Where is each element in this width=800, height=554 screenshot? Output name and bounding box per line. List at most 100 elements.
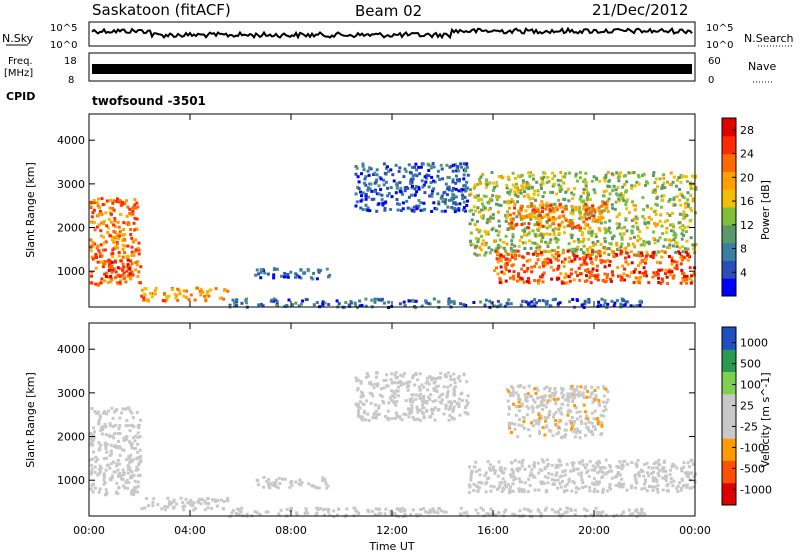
data-cell xyxy=(634,215,638,219)
data-cell xyxy=(586,194,590,198)
data-cell xyxy=(105,450,109,454)
data-cell xyxy=(604,408,608,412)
data-cell xyxy=(608,219,612,223)
data-cell xyxy=(128,429,132,433)
data-cell xyxy=(512,277,516,281)
data-cell xyxy=(559,272,563,276)
data-cell xyxy=(535,405,539,409)
data-cell xyxy=(128,461,132,465)
data-cell xyxy=(669,468,673,472)
data-cell xyxy=(601,409,605,413)
data-cell xyxy=(109,276,113,280)
data-cell xyxy=(685,180,689,183)
data-cell xyxy=(163,505,167,509)
data-cell xyxy=(543,171,547,175)
data-cell xyxy=(235,298,239,302)
data-cell xyxy=(609,465,612,469)
data-cell xyxy=(383,207,387,210)
data-cell xyxy=(488,251,492,255)
data-cell xyxy=(500,176,504,180)
data-cell xyxy=(532,177,535,181)
data-cell xyxy=(536,461,540,465)
data-cell xyxy=(591,464,595,468)
data-cell xyxy=(130,250,134,254)
data-cell xyxy=(477,230,481,234)
data-cell xyxy=(384,180,388,184)
colorbar-tick-label: 16 xyxy=(740,195,754,208)
data-cell xyxy=(403,508,407,512)
data-cell xyxy=(370,392,374,396)
data-cell xyxy=(458,512,462,516)
data-cell xyxy=(432,388,436,392)
data-cell xyxy=(386,194,390,198)
data-cell xyxy=(588,226,592,230)
data-cell xyxy=(593,487,597,491)
data-cell xyxy=(421,403,425,407)
data-cell xyxy=(379,188,383,192)
data-cell xyxy=(570,461,574,465)
data-cell xyxy=(619,171,623,175)
data-cell xyxy=(539,203,542,207)
data-cell xyxy=(403,304,407,308)
data-cell xyxy=(116,220,120,224)
data-cell xyxy=(354,304,358,308)
data-cell xyxy=(574,428,578,432)
data-cell xyxy=(373,181,377,185)
data-cell xyxy=(533,488,537,492)
data-cell xyxy=(300,302,303,306)
data-cell xyxy=(389,168,393,172)
data-cell xyxy=(382,378,386,382)
data-cell xyxy=(544,300,548,304)
data-cell xyxy=(540,468,544,472)
data-cell xyxy=(594,394,598,397)
data-cell xyxy=(549,203,553,207)
data-cell xyxy=(427,301,431,305)
data-cell xyxy=(592,244,596,248)
data-cell xyxy=(598,303,602,307)
data-cell xyxy=(577,472,581,476)
data-cell xyxy=(660,249,664,253)
data-cell xyxy=(578,210,582,214)
data-cell xyxy=(433,376,437,380)
data-cell xyxy=(375,413,379,417)
data-cell xyxy=(639,261,642,265)
data-cell xyxy=(582,191,586,195)
data-cell xyxy=(104,433,108,437)
data-cell xyxy=(323,507,327,511)
x-tick-label: 08:00 xyxy=(275,524,307,537)
data-cell xyxy=(679,256,683,260)
data-cell xyxy=(235,303,238,307)
data-cell xyxy=(691,243,695,247)
data-cell xyxy=(680,478,684,482)
data-cell xyxy=(562,265,566,268)
data-cell xyxy=(527,215,531,219)
data-cell xyxy=(447,188,451,192)
data-cell xyxy=(473,252,477,256)
data-cell xyxy=(332,515,336,519)
data-cell xyxy=(638,270,642,274)
data-cell xyxy=(679,488,683,492)
data-cell xyxy=(557,198,561,202)
data-cell xyxy=(603,237,607,241)
data-cell xyxy=(297,482,301,486)
data-cell xyxy=(682,255,686,259)
data-cell xyxy=(175,502,178,506)
data-cell xyxy=(608,469,612,473)
data-cell xyxy=(503,480,507,484)
data-cell xyxy=(491,181,495,185)
data-cell xyxy=(651,190,655,194)
data-cell xyxy=(499,265,503,269)
data-cell xyxy=(401,374,405,378)
data-cell xyxy=(539,395,542,399)
y-tick-label: 4000 xyxy=(57,134,85,147)
data-cell xyxy=(457,179,461,183)
data-cell xyxy=(625,274,629,277)
data-cell xyxy=(206,506,210,510)
data-cell xyxy=(553,393,556,397)
data-cell xyxy=(134,434,138,438)
data-cell xyxy=(603,260,607,264)
data-cell xyxy=(575,179,579,183)
data-cell xyxy=(597,219,601,223)
data-cell xyxy=(520,424,524,428)
data-cell xyxy=(582,188,586,191)
